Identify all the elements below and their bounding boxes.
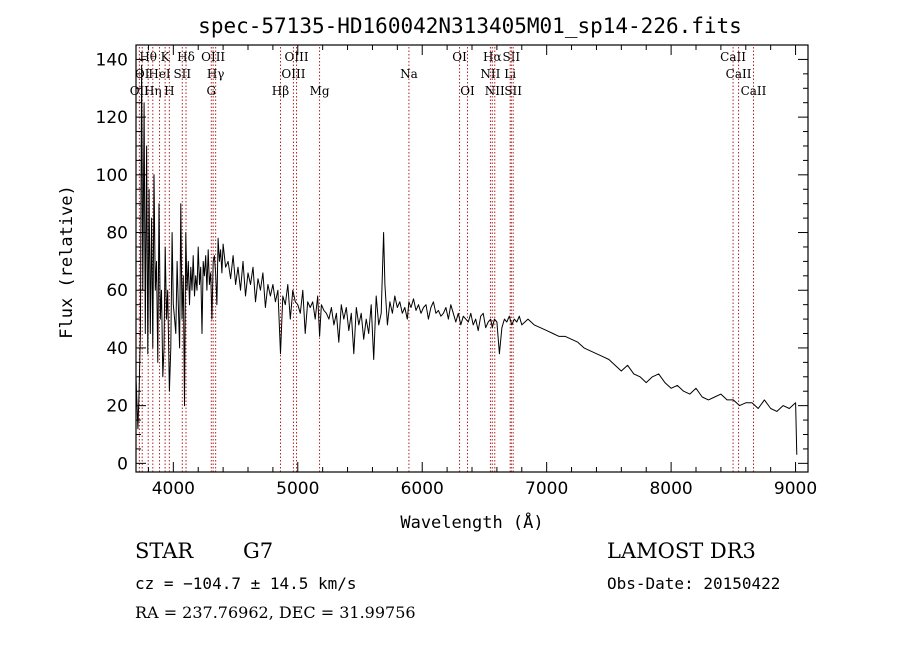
y-tick-label: 40	[106, 339, 128, 359]
spectrum-line	[135, 64, 798, 455]
spectral-line-label: OIII	[281, 67, 305, 81]
spectral-line-label: CaII	[726, 67, 752, 81]
x-tick-label: 7000	[525, 479, 568, 499]
spectral-line-label: OIII	[201, 50, 225, 64]
spectral-line-label: Hη	[144, 84, 162, 98]
spectral-line-label: SII	[173, 67, 191, 81]
survey-name: LAMOST DR3	[607, 539, 756, 563]
y-tick-label: 60	[106, 281, 128, 301]
spectral-line-label: OII	[130, 84, 150, 98]
spectral-line-label: Li	[504, 67, 516, 81]
obs-date: Obs-Date: 20150422	[607, 574, 781, 593]
y-tick-label: 0	[117, 454, 128, 474]
spectral-line-label: Na	[400, 67, 418, 81]
spectral-subclass: G7	[243, 539, 274, 563]
x-tick-label: 5000	[276, 479, 319, 499]
spectral-line-label: G	[206, 84, 216, 98]
plot-frame	[135, 44, 809, 473]
spectral-line-label: Hα	[483, 50, 502, 64]
spectral-line-label: CaII	[741, 84, 767, 98]
spectral-line-label: Hγ	[207, 67, 225, 81]
spectral-line-label: CaII	[720, 50, 746, 64]
spectral-line-label: SII	[504, 84, 522, 98]
spectral-line-label: K	[161, 50, 171, 64]
chart-title: spec-57135-HD160042N313405M01_sp14-226.f…	[198, 14, 742, 38]
x-tick-label: 9000	[774, 479, 817, 499]
coordinates: RA = 237.76962, DEC = 31.99756	[135, 603, 416, 622]
y-tick-label: 120	[96, 108, 128, 128]
axes-layer: 4000 5000 6000 7000 8000 9000 0 20 40 60 80 100 120 1…	[96, 44, 817, 499]
spectral-line-label: Hβ	[272, 84, 289, 98]
redshift-value: cz = −104.7 ± 14.5 km/s	[135, 574, 357, 593]
y-axis-label: Flux (relative)	[57, 185, 77, 339]
spectral-line-label: Hδ	[177, 50, 195, 64]
spectral-line-label: SII	[502, 50, 520, 64]
spectral-line-label: OI	[460, 84, 475, 98]
x-tick-label: 6000	[401, 479, 444, 499]
spectral-line-label: OI	[135, 67, 150, 81]
spectral-line-label: HeI	[148, 67, 171, 81]
spectral-line-label: Hθ	[139, 50, 157, 64]
spectral-lines-layer: OII Hθ OI Hη HeI K H SII Hδ OIII Hγ G Hβ OIII OIII Mg Na…	[130, 47, 767, 472]
y-tick-label: 140	[96, 50, 128, 70]
spectral-line-label: OI	[452, 50, 467, 64]
y-tick-label: 100	[96, 166, 128, 186]
spectrum-layer	[135, 64, 798, 455]
spectral-line-label: H	[164, 84, 174, 98]
y-tick-label: 80	[106, 224, 128, 244]
x-tick-label: 8000	[649, 479, 692, 499]
x-tick-label: 4000	[152, 479, 195, 499]
spectral-line-label: OIII	[285, 50, 309, 64]
x-axis-label: Wavelength (Å)	[400, 511, 543, 533]
y-tick-label: 20	[106, 397, 128, 417]
spectral-line-label: NII	[485, 84, 505, 98]
spectral-line-label: Mg	[310, 84, 330, 98]
object-type: STAR	[135, 539, 194, 563]
spectral-line-label: NII	[480, 67, 500, 81]
